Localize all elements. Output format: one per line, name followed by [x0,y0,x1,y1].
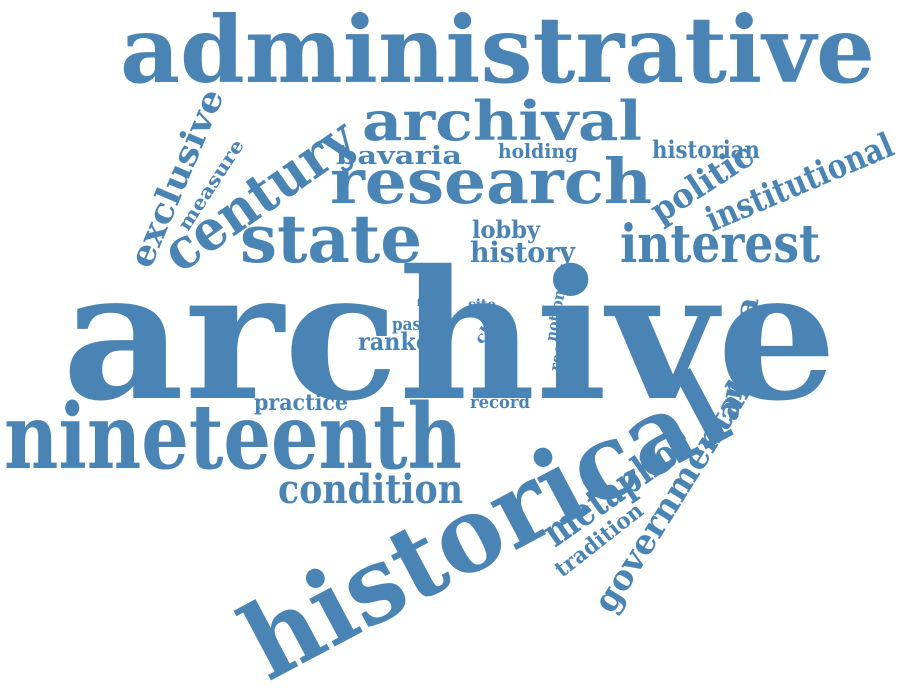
word-historian: historian [652,135,760,164]
word-bavaria: bavaria [336,141,462,170]
word-holding: holding [498,139,578,163]
word-archive: archive [62,231,837,440]
word-administrative: administrative [120,0,875,104]
word-ranke: ranke [358,327,430,356]
word-record: record [470,392,530,413]
word-interest: interest [620,214,820,275]
word-archival: archival [362,89,642,153]
word-practice: practice [254,390,348,416]
word-nineteenth: nineteenth [4,384,462,490]
word-state: state [240,200,422,278]
word-history: history [470,236,576,269]
word-file: file [417,298,431,309]
word-site: site [468,297,496,313]
word-research: research [330,145,652,218]
word-lobby: lobby [472,215,541,244]
word-condition: condition [278,466,463,513]
word-past: past [392,314,429,335]
